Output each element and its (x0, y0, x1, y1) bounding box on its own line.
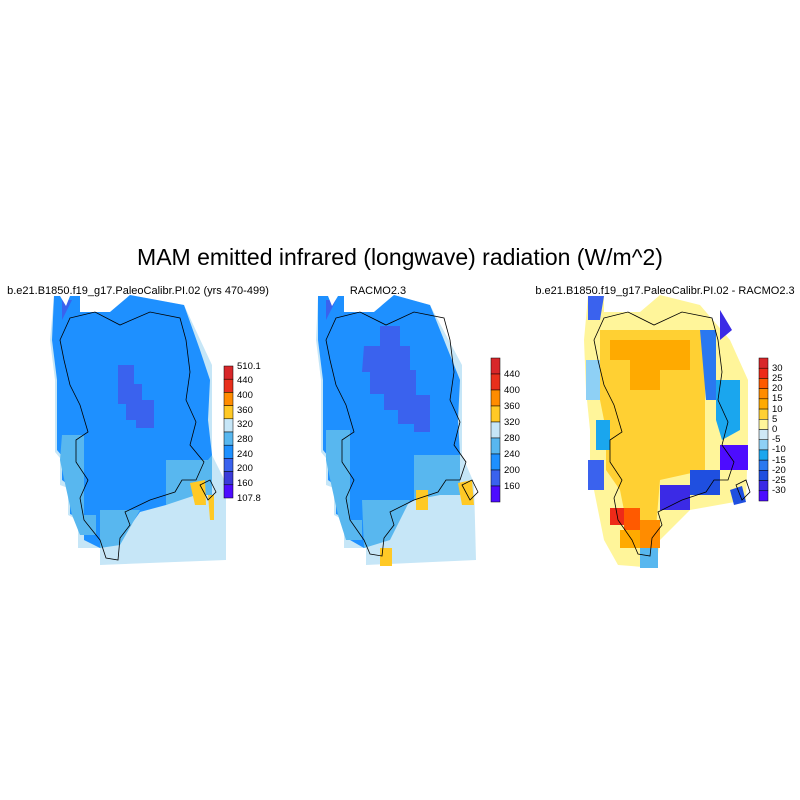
panel-2-coastline (325, 311, 467, 557)
panel-1-title: b.e21.B1850.f19_g17.PaleoCalibr.PI.02 (y… (7, 285, 269, 297)
colorbar-tick-label: 440 (237, 375, 253, 387)
colorbar-tick-label: -5 (772, 434, 781, 446)
colorbar-tick-label: 510.1 (237, 360, 261, 372)
colorbar-tick-label: 200 (504, 464, 520, 476)
panel-1-coastline (59, 311, 205, 561)
colorbar-box (758, 419, 769, 430)
colorbar-tick-label: -30 (772, 485, 786, 497)
colorbar-tick-label: 320 (504, 416, 520, 428)
colorbar-box (758, 459, 769, 471)
colorbar-tick-label: -10 (772, 444, 786, 456)
colorbar-tick-label: 30 (772, 362, 783, 374)
colorbar-box (758, 429, 769, 440)
colorbar-box (758, 367, 769, 379)
panel-3-coastline (593, 311, 735, 557)
colorbar-tick-label: 440 (504, 368, 520, 380)
panel-3-field (584, 295, 748, 568)
colorbar-tick-label: 160 (504, 480, 520, 492)
panel-2-title: RACMO2.3 (349, 285, 407, 297)
colorbar-tick-label: 240 (504, 448, 520, 460)
colorbar-tick-label: -15 (772, 454, 786, 466)
colorbar-box (758, 408, 769, 420)
colorbar-tick-label: 107.8 (237, 492, 261, 504)
colorbar-box (758, 449, 769, 461)
colorbar-box (758, 439, 769, 451)
panel-1-field (50, 295, 226, 565)
colorbar-box (758, 490, 769, 502)
colorbar-box (758, 470, 769, 481)
colorbar-tick-label: 400 (504, 384, 520, 396)
colorbar-box (758, 398, 769, 410)
colorbar-box (758, 378, 769, 389)
colorbar-box (758, 388, 769, 400)
figure-title: MAM emitted infrared (longwave) radiatio… (137, 244, 663, 270)
colorbar-tick-label: 360 (237, 404, 253, 416)
colorbar-box (758, 480, 769, 492)
colorbar-tick-label: 280 (237, 433, 253, 445)
colorbar-box (223, 484, 234, 499)
colorbar-tick-label: -25 (772, 475, 786, 487)
colorbar-tick-label: 10 (772, 403, 783, 415)
colorbar-tick-label: 15 (772, 393, 783, 405)
panel-3-title: b.e21.B1850.f19_g17.PaleoCalibr.PI.02 - … (535, 285, 795, 297)
colorbar-box (758, 357, 769, 369)
colorbar-tick-label: -20 (772, 464, 786, 476)
colorbar-tick-label: 400 (237, 389, 253, 401)
colorbar-tick-label: 280 (504, 432, 520, 444)
colorbar-tick-label: 200 (237, 463, 253, 475)
colorbar-tick-label: 240 (237, 448, 253, 460)
colorbar-box (490, 485, 501, 503)
panel-2-field (316, 295, 476, 566)
colorbar-tick-label: 360 (504, 400, 520, 412)
colorbar-tick-label: 0 (772, 424, 778, 435)
colorbar-tick-label: 160 (237, 477, 253, 489)
colorbar-tick-label: 5 (772, 413, 778, 425)
colorbar-tick-label: 20 (772, 383, 783, 395)
colorbar-tick-label: 25 (772, 372, 783, 384)
colorbar-tick-label: 320 (237, 419, 253, 431)
